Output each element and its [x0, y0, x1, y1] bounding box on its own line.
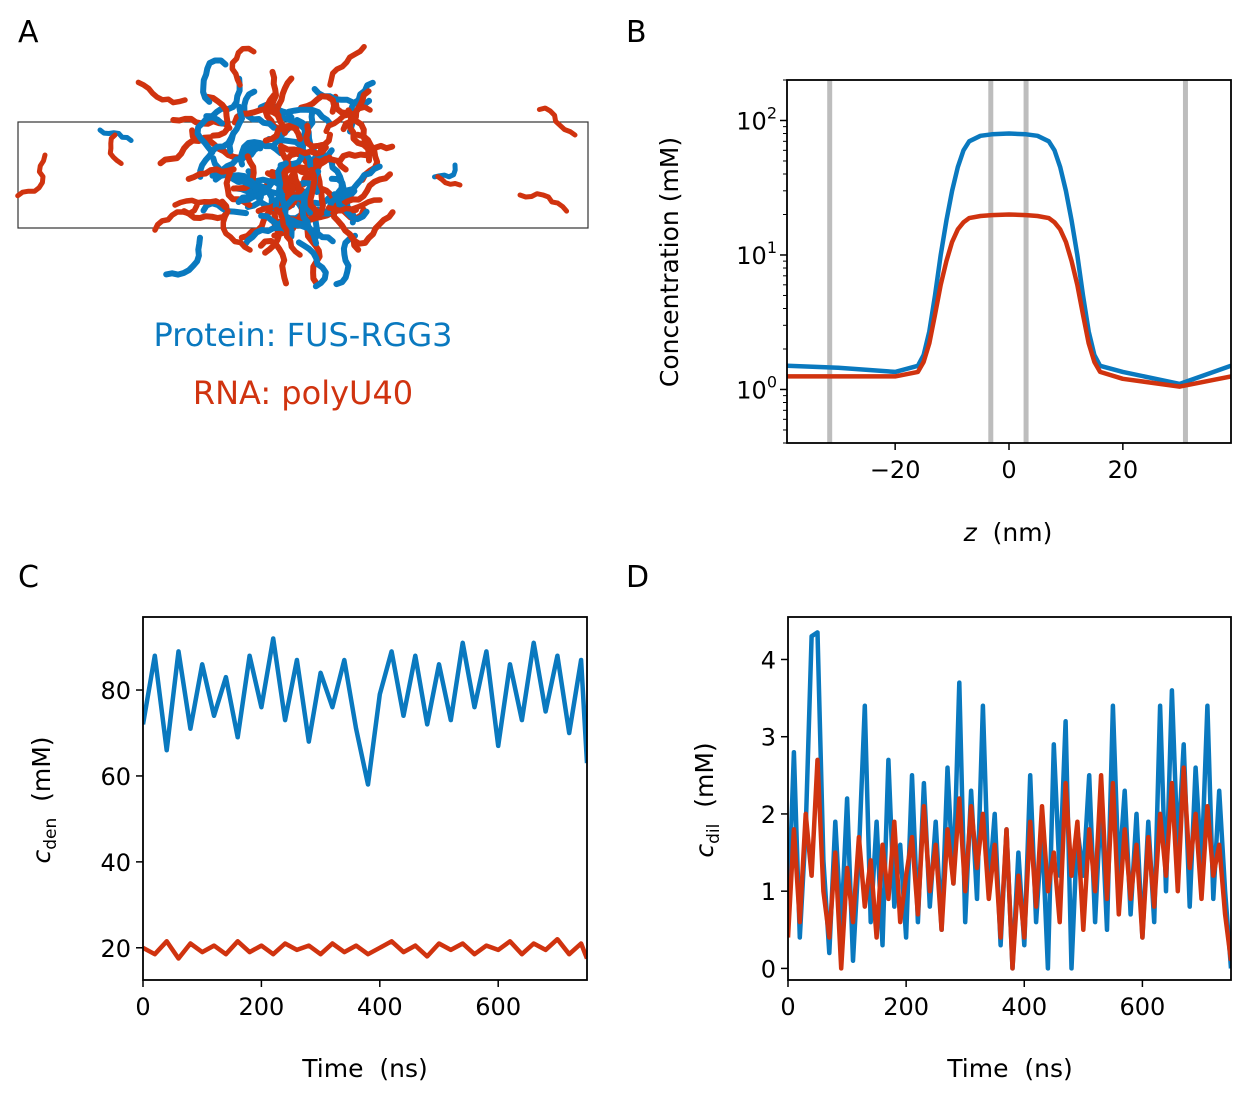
polymer-chain: [185, 166, 237, 182]
series-rna-line: [788, 757, 1231, 971]
y-tick-label: 2: [761, 801, 776, 829]
plot-frame: [142, 616, 588, 981]
y-tick-label: 80: [100, 677, 131, 705]
xlabel-d: Time (ns): [946, 1054, 1072, 1083]
plot-frame: [787, 616, 1232, 981]
x-tick-label: 400: [357, 993, 403, 1021]
polymer-chain: [277, 188, 295, 240]
polymer-chain: [303, 122, 333, 150]
panel-letter-d: D: [626, 560, 649, 595]
legend-protein: Protein: FUS-RGG3: [154, 316, 453, 354]
x-tick-label: 0: [1001, 456, 1016, 484]
series-protein-line: [143, 636, 587, 787]
ylabel-d: cdil (mM): [690, 742, 724, 857]
y-tick-label: 100: [736, 372, 777, 404]
polymer-chain: [285, 106, 334, 128]
polymer-chain: [295, 239, 329, 290]
polymer-chain: [333, 232, 358, 288]
polymer-chain: [279, 144, 329, 157]
polymer-chain: [235, 178, 282, 205]
polymer-chain: [327, 43, 367, 88]
polymer-chain: [339, 171, 393, 208]
panel-a: A Protein: FUS-RGG3 RNA: polyU40: [15, 15, 589, 412]
polymer-chain: [268, 68, 282, 119]
ylabel-c: cden (mM): [27, 736, 61, 863]
polymer-chain: [194, 114, 225, 156]
series-rna-line: [787, 212, 1231, 389]
xlabel-c: Time (ns): [301, 1054, 427, 1083]
x-tick-label: 600: [475, 993, 521, 1021]
xlabel-b: z (nm): [963, 518, 1053, 547]
polymer-chain: [340, 163, 383, 198]
panel-letter-c: C: [18, 560, 39, 595]
polymer-chain: [15, 152, 48, 199]
polymer-chain: [203, 75, 243, 120]
y-tick-label: 0: [761, 955, 776, 983]
x-tick-label: 200: [238, 993, 284, 1021]
condensate-droplet-illustration: [15, 43, 578, 290]
panel-letter-a: A: [18, 15, 39, 50]
polymer-chain: [347, 209, 396, 247]
y-tick-label: 3: [761, 724, 776, 752]
x-tick-label: 0: [135, 993, 150, 1021]
polymer-chain: [325, 197, 383, 214]
panel-d: D 0 200 400 600 0 1 2 3 4 cdil (mM) Time (ns): [626, 560, 1232, 1083]
y-tick-label: 102: [736, 103, 777, 135]
polymer-chain: [273, 75, 295, 136]
y-tick-label: 4: [761, 646, 776, 674]
polymer-chain: [517, 191, 570, 214]
polymer-chain: [200, 57, 229, 105]
polymer-chain: [336, 142, 396, 164]
polymer-chain: [257, 238, 289, 287]
polymer-chain: [536, 105, 578, 138]
polymer-chain: [262, 122, 303, 144]
x-tick-label: 200: [883, 993, 929, 1021]
dense-phase-concentration-plot: 0 200 400 600 20 40 60 80: [100, 616, 588, 1021]
polymer-chain: [163, 234, 203, 278]
legend-rna: RNA: polyU40: [193, 374, 413, 412]
polymer-chain: [314, 154, 333, 215]
polymer-chain: [264, 143, 292, 179]
polymer-chain: [135, 79, 188, 106]
series-protein-line: [787, 131, 1231, 387]
polymer-chain: [220, 208, 253, 253]
polymer-chain: [152, 202, 200, 233]
x-tick-label: 600: [1119, 993, 1165, 1021]
panel-b: B −20 0 20 100 101 102 Concentration (mM) z (…: [626, 15, 1232, 547]
polymer-chain: [241, 224, 289, 249]
y-tick-label: 101: [736, 238, 777, 270]
y-tick-label: 1: [761, 878, 776, 906]
polymer-chain: [229, 45, 257, 88]
series-rna-line: [143, 936, 587, 961]
polymer-chain: [237, 139, 284, 168]
polymer-chain: [307, 166, 323, 217]
concentration-profile-plot: −20 0 20 100 101 102: [736, 79, 1232, 484]
x-tick-label: 20: [1108, 456, 1139, 484]
polymer-chain: [273, 206, 303, 258]
polymer-chain: [304, 227, 323, 287]
panel-c: C 0 200 400 600 20 40 60 80 cden (mM) Time (ns): [18, 560, 588, 1083]
x-tick-label: 400: [1001, 993, 1047, 1021]
y-tick-label: 60: [100, 763, 131, 791]
dilute-phase-concentration-plot: 0 200 400 600 0 1 2 3 4: [761, 616, 1232, 1021]
polymer-chain: [172, 197, 229, 211]
polymer-chain: [204, 93, 232, 139]
x-tick-label: −20: [870, 456, 921, 484]
polymer-chain: [435, 174, 463, 188]
polymer-chain: [298, 93, 338, 115]
polymer-chain: [236, 174, 286, 199]
polymer-chain: [107, 132, 124, 166]
panel-letter-b: B: [626, 15, 647, 50]
y-tick-label: 20: [100, 935, 131, 963]
ylabel-b: Concentration (mM): [655, 137, 684, 387]
polymer-chain: [189, 127, 243, 161]
polymer-chain: [226, 103, 245, 155]
x-tick-label: 0: [780, 993, 795, 1021]
polymer-chain: [272, 160, 289, 210]
y-tick-label: 40: [100, 849, 131, 877]
polymer-chain: [331, 191, 370, 223]
polymer-chain: [323, 104, 373, 135]
